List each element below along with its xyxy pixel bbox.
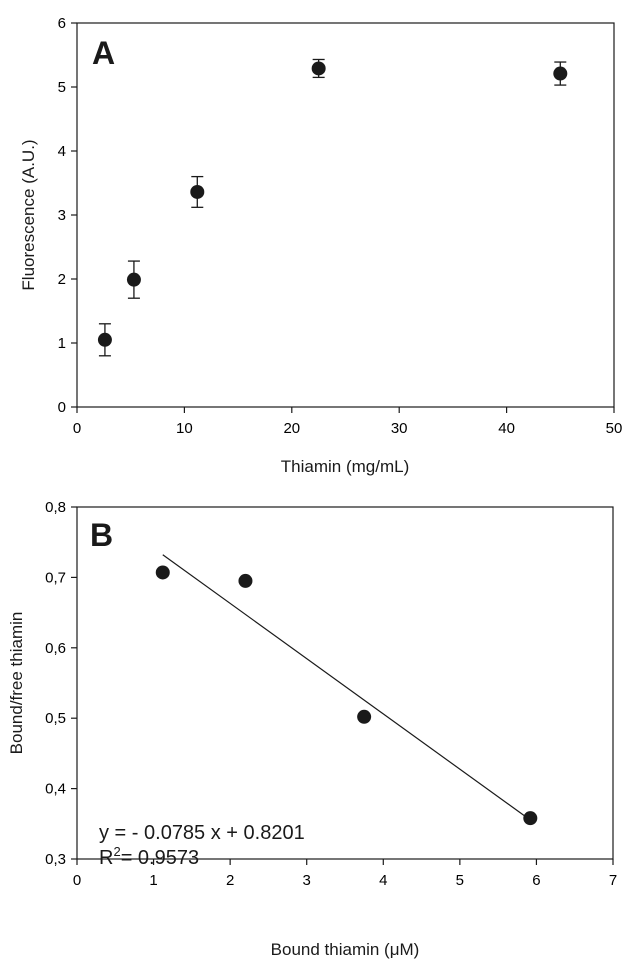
x-axis-ticks-b: 0 1 2 3 4 5 6 7 [73,859,617,889]
y-tick-label: 2 [58,271,66,288]
x-tick-label: 6 [532,872,540,889]
x-tick-label: 4 [379,872,387,889]
panel-letter-b: B [90,517,113,553]
panel-letter-a: A [92,35,115,71]
y-tick-label: 3 [58,207,66,224]
plot-frame-a [76,22,615,408]
x-tick-label: 7 [609,872,617,889]
data-point [190,184,205,199]
y-tick-label: 0,6 [45,640,66,657]
x-tick-label: 3 [303,872,311,889]
y-tick-label: 0 [58,399,66,416]
x-tick-label: 40 [498,420,515,437]
data-point [523,811,538,826]
plot-frame-b [76,506,614,860]
y-tick-label: 0,3 [45,851,66,868]
data-point [238,573,253,588]
x-tick-label: 50 [606,420,623,437]
x-tick-label: 20 [283,420,300,437]
x-axis-ticks-a: 0 10 20 30 40 50 [73,407,623,437]
regression-line-b [162,554,531,821]
y-tick-label: 0,7 [45,569,66,586]
panel-a: 0 10 20 30 40 50 0 1 2 3 4 5 6 A Thiamin (mg/mL) Fl… [19,15,622,476]
data-points-a [97,58,568,357]
y-axis-label-b: Bound/free thiamin [7,612,26,755]
x-tick-label: 10 [176,420,193,437]
data-point [126,272,141,287]
x-tick-label: 30 [391,420,408,437]
r-squared-label: R2= 0.9573 [99,844,199,869]
y-tick-label: 5 [58,79,66,96]
data-points-b [155,565,538,826]
panel-b: 0 1 2 3 4 5 6 7 0,3 0,4 0,5 0,6 0,7 0,8 B y = - 0.07… [7,499,617,959]
y-tick-label: 4 [58,143,66,160]
r-squared-r: R [99,847,113,869]
regression-equation: y = - 0.0785 x + 0.8201 [99,822,305,844]
y-tick-label: 1 [58,335,66,352]
x-tick-label: 2 [226,872,234,889]
r-squared-value: = 0.9573 [121,847,199,869]
y-tick-label: 0,5 [45,710,66,727]
y-axis-ticks-a: 0 1 2 3 4 5 6 [58,15,77,416]
x-axis-label-b: Bound thiamin (μM) [271,940,420,959]
data-point [155,565,170,580]
y-tick-label: 6 [58,15,66,32]
x-tick-label: 0 [73,872,81,889]
x-tick-label: 0 [73,420,81,437]
data-point [311,61,326,76]
y-axis-ticks-b: 0,3 0,4 0,5 0,6 0,7 0,8 [45,499,77,868]
y-axis-label-a: Fluorescence (A.U.) [19,139,38,290]
x-tick-label: 1 [149,872,157,889]
x-tick-label: 5 [456,872,464,889]
r-squared-superscript: 2 [113,844,120,859]
x-axis-label-a: Thiamin (mg/mL) [281,457,409,476]
y-tick-label: 0,8 [45,499,66,516]
data-point [357,709,372,724]
data-point [97,332,112,347]
y-tick-label: 0,4 [45,781,66,798]
data-point [553,66,568,81]
